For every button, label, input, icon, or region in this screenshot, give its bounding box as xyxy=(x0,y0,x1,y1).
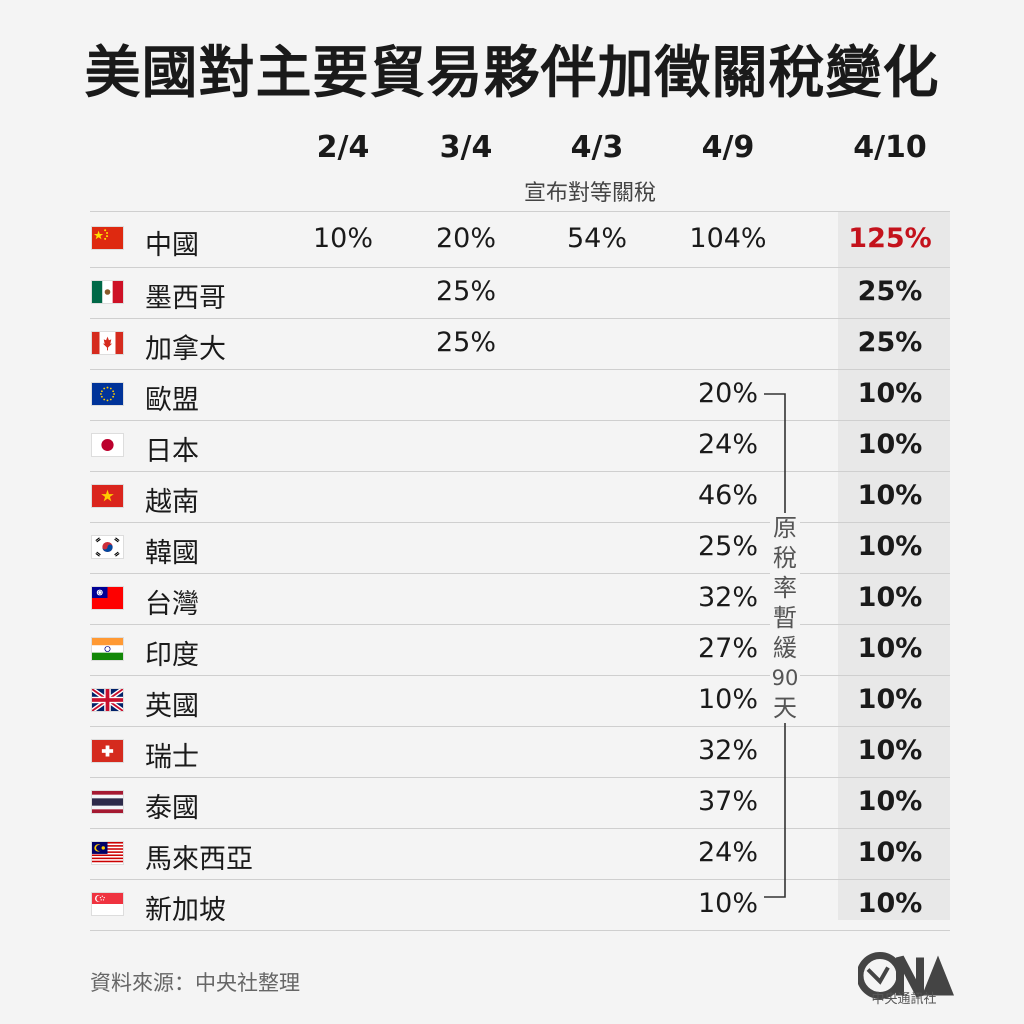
cna-logo-icon xyxy=(858,952,954,999)
country-name: 加拿大 xyxy=(145,334,226,365)
latest-tariff-cell: 10% xyxy=(857,480,923,511)
table-row: 韓國 25% 10% xyxy=(90,522,950,573)
country-name: 歐盟 xyxy=(145,385,199,416)
country-name: 瑞士 xyxy=(145,742,199,773)
malaysia-flag-icon xyxy=(91,841,124,865)
bracket-note: 原稅率暫緩 90 天 xyxy=(770,513,800,723)
table-row: 日本 24% 10% xyxy=(90,420,950,471)
tariff-cell: 24% xyxy=(697,429,758,460)
singapore-flag-icon xyxy=(91,892,124,916)
latest-tariff-cell: 25% xyxy=(857,276,923,307)
table-row: 瑞士 32% 10% xyxy=(90,726,950,777)
latest-tariff-cell: 25% xyxy=(857,327,923,358)
country-name: 英國 xyxy=(145,691,199,722)
tariff-cell: 104% xyxy=(689,223,767,254)
country-name: 泰國 xyxy=(145,793,199,824)
column-header-apr3: 4/3 xyxy=(570,130,624,165)
tariff-cell: 54% xyxy=(566,223,627,254)
country-name: 新加坡 xyxy=(145,895,226,926)
table-row: 英國 10% 10% xyxy=(90,675,950,726)
table-row: 台灣 32% 10% xyxy=(90,573,950,624)
latest-tariff-cell: 10% xyxy=(857,786,923,817)
bracket-note-char: 90 xyxy=(771,666,799,690)
tariff-cell: 24% xyxy=(697,837,758,868)
latest-column-highlight xyxy=(838,211,950,920)
table-row: 泰國 37% 10% xyxy=(90,777,950,828)
canada-flag-icon xyxy=(91,331,124,355)
tariff-cell: 27% xyxy=(697,633,758,664)
latest-tariff-cell: 10% xyxy=(857,633,923,664)
tariff-cell: 10% xyxy=(312,223,373,254)
tariff-table: 中國 10% 20% 54% 104% 125% 墨西哥 25% 25% 加拿大 25% 25% 歐盟 2… xyxy=(90,211,950,931)
switzerland-flag-icon xyxy=(91,739,124,763)
tariff-cell: 46% xyxy=(697,480,758,511)
taiwan-flag-icon xyxy=(91,586,124,610)
china-flag-icon xyxy=(91,226,124,250)
table-row: 墨西哥 25% 25% xyxy=(90,267,950,318)
country-name: 印度 xyxy=(145,640,199,671)
country-name: 韓國 xyxy=(145,538,199,569)
tariff-cell: 32% xyxy=(697,582,758,613)
latest-tariff-cell: 10% xyxy=(857,429,923,460)
column-header-feb4: 2/4 xyxy=(316,130,370,165)
bracket-note-char: 暫 xyxy=(773,604,797,632)
table-row: 中國 10% 20% 54% 104% 125% xyxy=(90,211,950,267)
latest-tariff-cell: 10% xyxy=(857,888,923,919)
eu-flag-icon xyxy=(91,382,124,406)
tariff-cell: 25% xyxy=(435,327,496,358)
bracket-note-char: 稅 xyxy=(773,544,797,572)
latest-tariff-cell: 10% xyxy=(857,582,923,613)
country-name: 墨西哥 xyxy=(145,283,226,314)
tariff-cell: 20% xyxy=(435,223,496,254)
latest-tariff-cell: 10% xyxy=(857,837,923,868)
latest-tariff-cell: 10% xyxy=(857,531,923,562)
table-row: 馬來西亞 24% 10% xyxy=(90,828,950,879)
bracket-note-char: 緩 xyxy=(773,634,797,662)
chart-title: 美國對主要貿易夥伴加徵關稅變化 xyxy=(84,41,940,106)
latest-tariff-cell: 125% xyxy=(848,223,932,254)
table-row: 印度 27% 10% xyxy=(90,624,950,675)
country-name: 馬來西亞 xyxy=(145,844,253,875)
bracket-note-char: 率 xyxy=(773,574,797,602)
country-name: 越南 xyxy=(145,487,199,518)
korea-flag-icon xyxy=(91,535,124,559)
bracket-note-char: 天 xyxy=(773,694,797,722)
mexico-flag-icon xyxy=(91,280,124,304)
country-name: 台灣 xyxy=(145,589,199,620)
tariff-cell: 10% xyxy=(697,684,758,715)
bracket-note-char: 原 xyxy=(773,514,797,542)
column-header-apr10: 4/10 xyxy=(853,130,927,165)
tariff-cell: 10% xyxy=(697,888,758,919)
uk-flag-icon xyxy=(91,688,124,712)
table-row: 越南 46% 10% xyxy=(90,471,950,522)
column-header-apr9: 4/9 xyxy=(701,130,755,165)
tariff-cell: 25% xyxy=(435,276,496,307)
tariff-cell: 37% xyxy=(697,786,758,817)
country-name: 日本 xyxy=(145,436,199,467)
thailand-flag-icon xyxy=(91,790,124,814)
tariff-cell: 32% xyxy=(697,735,758,766)
column-note-apr3: 宣布對等關稅 xyxy=(523,181,656,206)
vietnam-flag-icon xyxy=(91,484,124,508)
logo-text: 中央通訊社 xyxy=(871,992,937,1007)
latest-tariff-cell: 10% xyxy=(857,735,923,766)
column-header-mar4: 3/4 xyxy=(439,130,493,165)
latest-tariff-cell: 10% xyxy=(857,378,923,409)
country-name: 中國 xyxy=(145,230,199,261)
tariff-cell: 25% xyxy=(697,531,758,562)
source-note: 資料來源：中央社整理 xyxy=(90,971,300,995)
tariff-cell: 20% xyxy=(697,378,758,409)
latest-tariff-cell: 10% xyxy=(857,684,923,715)
table-row: 新加坡 10% 10% xyxy=(90,879,950,931)
table-row: 歐盟 20% 10% xyxy=(90,369,950,420)
table-row: 加拿大 25% 25% xyxy=(90,318,950,369)
japan-flag-icon xyxy=(91,433,124,457)
india-flag-icon xyxy=(91,637,124,661)
